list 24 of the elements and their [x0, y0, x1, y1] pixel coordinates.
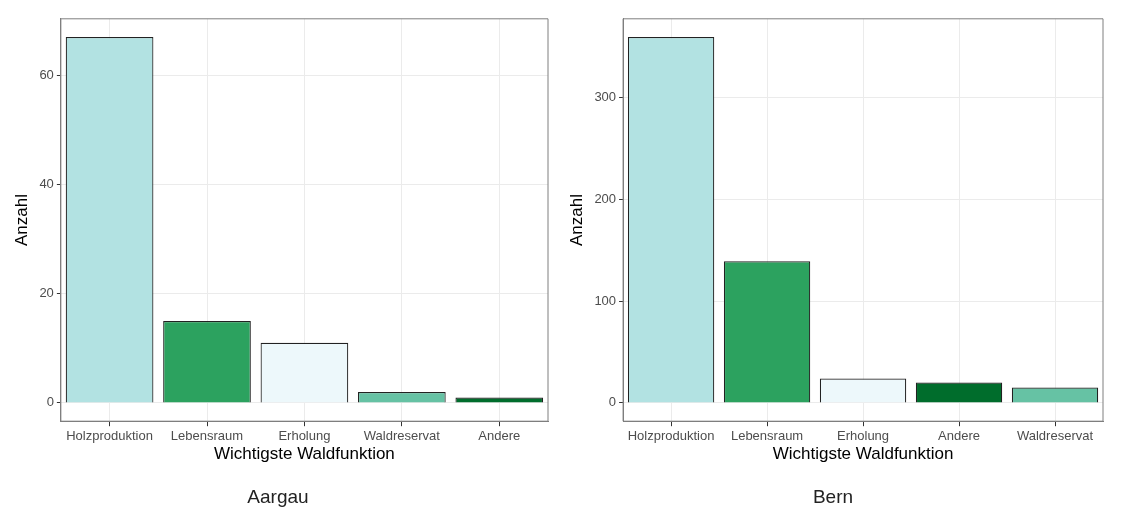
- y-tick-label: 100: [594, 292, 617, 308]
- x-axis-title: Wichtigste Waldfunktion: [772, 443, 954, 463]
- x-tick-label: Andere: [938, 427, 980, 443]
- x-tick-label: Lebensraum: [170, 427, 244, 443]
- x-tick-label: Waldreservat: [363, 427, 441, 443]
- y-axis-title: Anzahl: [11, 194, 31, 246]
- text: Bern: [812, 485, 854, 507]
- y-tick-label: 20: [39, 285, 54, 301]
- x-tick-label: Waldreservat: [1016, 427, 1094, 443]
- y-tick-label: 0: [46, 394, 54, 410]
- x-tick-label: Holzproduktion: [66, 427, 153, 443]
- x-tick-label: Erholung: [278, 427, 331, 443]
- x-tick-label: Erholung: [837, 427, 890, 443]
- x-tick-label: Holzproduktion: [627, 427, 715, 443]
- x-tick-label: Lebensraum: [730, 427, 804, 443]
- y-axis-title: Anzahl: [566, 194, 586, 246]
- x-axis-title: Wichtigste Waldfunktion: [214, 443, 395, 463]
- x-tick-label: Andere: [478, 427, 521, 443]
- y-tick-label: 0: [608, 394, 617, 410]
- y-tick-label: 40: [39, 176, 54, 192]
- y-tick-label: 300: [594, 88, 617, 104]
- y-tick-label: 200: [594, 190, 617, 206]
- text: Aargau: [247, 485, 309, 507]
- y-tick-label: 60: [39, 66, 54, 82]
